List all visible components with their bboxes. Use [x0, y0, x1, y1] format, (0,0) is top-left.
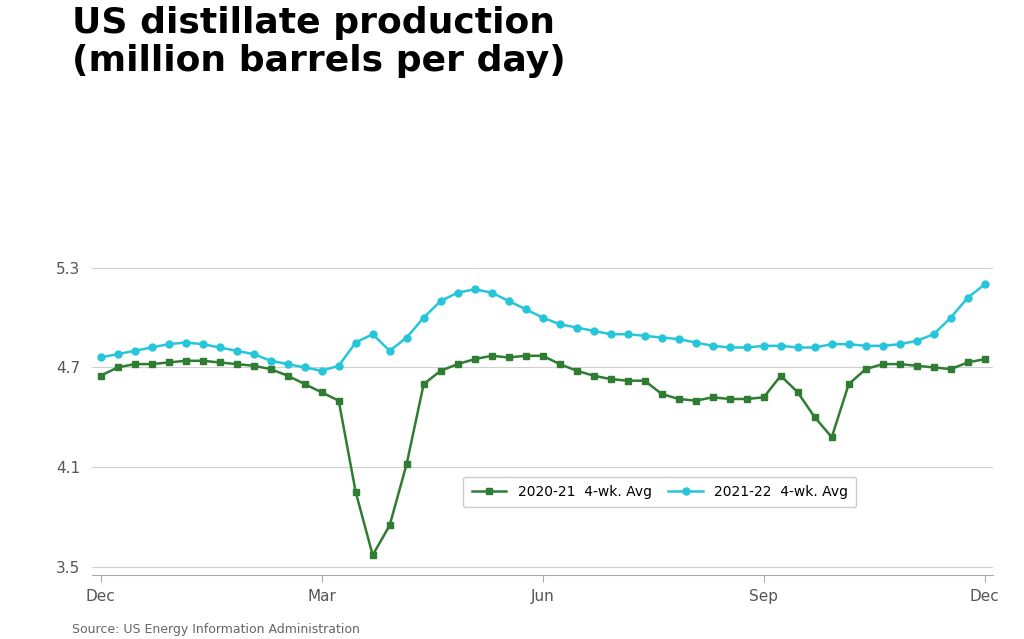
2020-21  4-wk. Avg — [639, 377, 651, 385]
Text: US distillate production
(million barrels per day): US distillate production (million barrel… — [72, 6, 565, 79]
2021-22  4-wk. Avg — [639, 332, 651, 340]
2021-22  4-wk. Avg — [315, 367, 328, 374]
2020-21  4-wk. Avg — [809, 413, 821, 421]
2021-22  4-wk. Avg — [94, 353, 106, 361]
2020-21  4-wk. Avg — [367, 551, 379, 559]
2020-21  4-wk. Avg — [979, 355, 991, 363]
2020-21  4-wk. Avg — [655, 390, 668, 398]
2021-22  4-wk. Avg — [979, 281, 991, 288]
Line: 2020-21  4-wk. Avg: 2020-21 4-wk. Avg — [97, 352, 988, 558]
Text: Source: US Energy Information Administration: Source: US Energy Information Administra… — [72, 623, 359, 636]
2021-22  4-wk. Avg — [792, 344, 804, 351]
2020-21  4-wk. Avg — [94, 372, 106, 380]
Line: 2021-22  4-wk. Avg: 2021-22 4-wk. Avg — [97, 281, 988, 374]
2020-21  4-wk. Avg — [707, 394, 719, 401]
2020-21  4-wk. Avg — [333, 397, 345, 404]
2021-22  4-wk. Avg — [894, 341, 906, 348]
2020-21  4-wk. Avg — [485, 352, 498, 360]
2021-22  4-wk. Avg — [673, 335, 685, 343]
2021-22  4-wk. Avg — [622, 330, 634, 338]
2020-21  4-wk. Avg — [689, 397, 701, 404]
2021-22  4-wk. Avg — [349, 339, 361, 346]
Legend: 2020-21  4-wk. Avg, 2021-22  4-wk. Avg: 2020-21 4-wk. Avg, 2021-22 4-wk. Avg — [464, 477, 856, 507]
